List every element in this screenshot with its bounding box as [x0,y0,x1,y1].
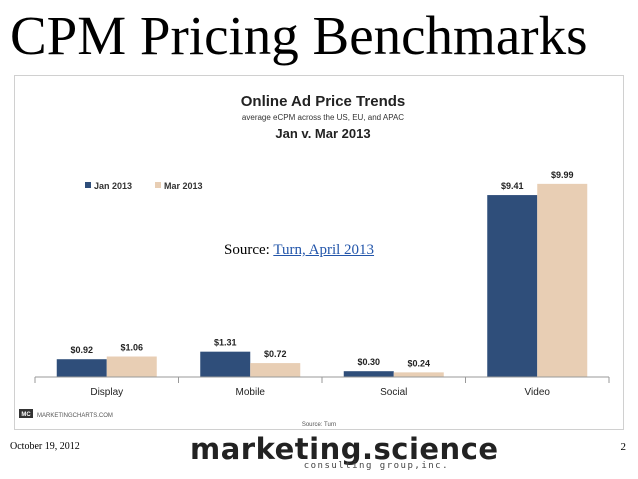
bar-display-0 [56,359,107,377]
page-number: 2 [620,441,627,453]
chart-title: Online Ad Price Trends [241,93,406,110]
data-label: $0.72 [264,349,287,359]
mc-logo-text: MARKETINGCHARTS.COM [37,413,113,419]
data-label: $9.41 [501,181,524,191]
data-label: $0.24 [407,358,430,368]
data-label: $0.30 [357,357,380,367]
category-label: Mobile [236,387,266,398]
chart-subtitle-dates: Jan v. Mar 2013 [275,126,370,141]
data-label: $9.99 [551,170,574,180]
data-label: $0.92 [70,345,93,355]
legend-swatch-1 [155,182,161,188]
brand-logo: marketing.science consulting group,inc. [190,433,498,477]
chart-source-note: Source: Turn [302,422,336,428]
source-link[interactable]: Turn, April 2013 [273,242,375,258]
bar-chart: Online Ad Price Trends average eCPM acros… [19,93,610,428]
source-note: Source: Turn, April 2013 [224,242,374,259]
bar-mobile-1 [250,363,301,377]
category-label: Social [380,387,407,398]
chart-subtitle: average eCPM across the US, EU, and APAC [242,113,404,122]
brand-name: marketing.science [190,432,499,466]
category-label: Video [525,387,551,398]
mc-logo-mark [19,409,33,418]
chart-frame: Online Ad Price Trends average eCPM acros… [14,75,624,430]
footer-date: October 19, 2012 [10,441,80,452]
bar-video-1 [537,183,588,377]
category-label: Display [90,387,123,398]
data-label: $1.31 [214,338,237,348]
slide-title: CPM Pricing Benchmarks [10,5,588,66]
data-label: $1.06 [120,343,143,353]
bar-social-0 [343,371,394,377]
bar-display-1 [106,356,157,377]
legend-label-0: Jan 2013 [94,181,132,191]
source-prefix: Source: [224,242,270,258]
legend-label-1: Mar 2013 [164,181,203,191]
mc-logo-mark-text: MC [21,412,31,418]
brand-subtitle: consulting group,inc. [303,461,449,471]
legend-swatch-0 [85,182,91,188]
bar-social-1 [393,372,444,377]
bar-mobile-0 [200,351,251,377]
bar-video-0 [487,195,538,377]
